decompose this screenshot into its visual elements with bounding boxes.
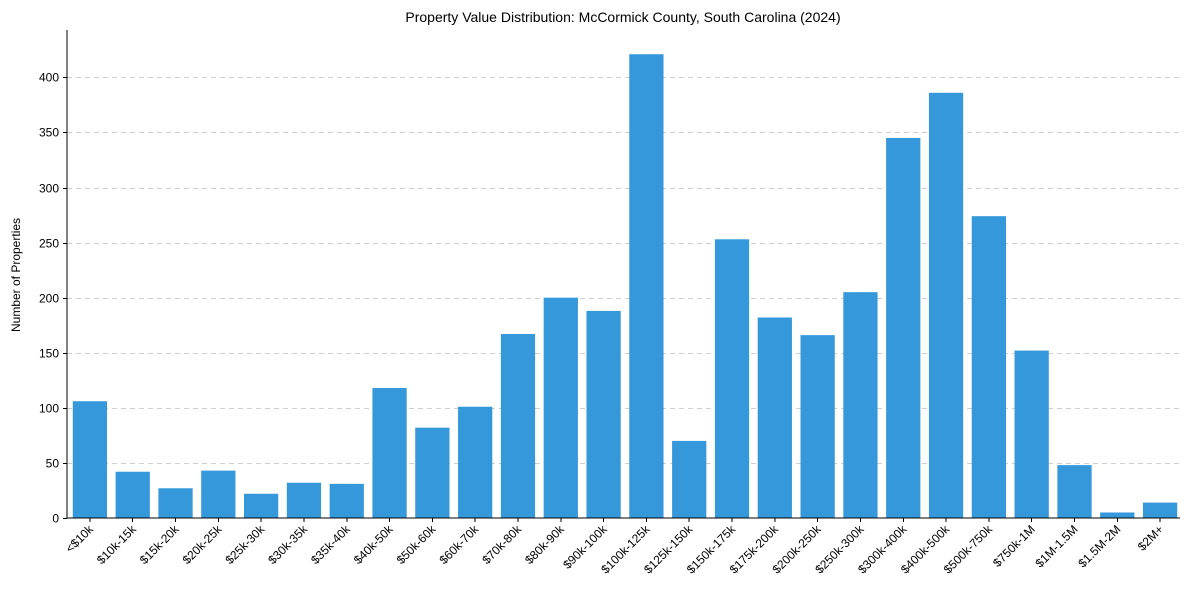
y-tick-label: 250 bbox=[39, 237, 59, 251]
bar bbox=[672, 440, 707, 518]
bars-layer bbox=[72, 54, 1178, 519]
bar bbox=[886, 137, 921, 519]
y-tick-label: 400 bbox=[39, 71, 59, 85]
bar bbox=[115, 471, 150, 518]
bar bbox=[158, 488, 193, 518]
y-tick-label: 0 bbox=[52, 512, 59, 526]
y-tick-label: 50 bbox=[46, 457, 60, 471]
chart-title: Property Value Distribution: McCormick C… bbox=[405, 9, 840, 25]
y-tick-label: 350 bbox=[39, 126, 59, 140]
y-tick-label: 150 bbox=[39, 347, 59, 361]
bar bbox=[244, 493, 279, 518]
bar bbox=[1142, 502, 1178, 518]
bar bbox=[714, 239, 750, 518]
y-ticks-layer: 0 50 100 150 200 250 300 350 400 bbox=[39, 71, 67, 526]
bar bbox=[800, 335, 835, 518]
bar bbox=[72, 401, 108, 518]
y-axis-title: Number of Properties bbox=[9, 218, 23, 332]
bar bbox=[971, 216, 1006, 518]
bar bbox=[372, 388, 407, 518]
bar bbox=[928, 92, 964, 518]
y-tick-label: 300 bbox=[39, 182, 59, 196]
bar bbox=[757, 317, 792, 518]
bar bbox=[843, 292, 878, 518]
bar bbox=[586, 310, 621, 518]
bar bbox=[500, 334, 536, 518]
bar bbox=[629, 54, 664, 518]
y-tick-label: 100 bbox=[39, 402, 59, 416]
bar bbox=[201, 470, 236, 518]
bar bbox=[1014, 350, 1049, 518]
bar bbox=[1057, 465, 1092, 518]
bar bbox=[458, 406, 493, 518]
bar bbox=[329, 483, 364, 518]
bar bbox=[1100, 512, 1135, 518]
bar bbox=[415, 427, 450, 518]
bar bbox=[543, 297, 578, 518]
y-tick-label: 200 bbox=[39, 292, 59, 306]
axes-layer bbox=[66, 30, 1180, 519]
bar bbox=[286, 482, 322, 518]
